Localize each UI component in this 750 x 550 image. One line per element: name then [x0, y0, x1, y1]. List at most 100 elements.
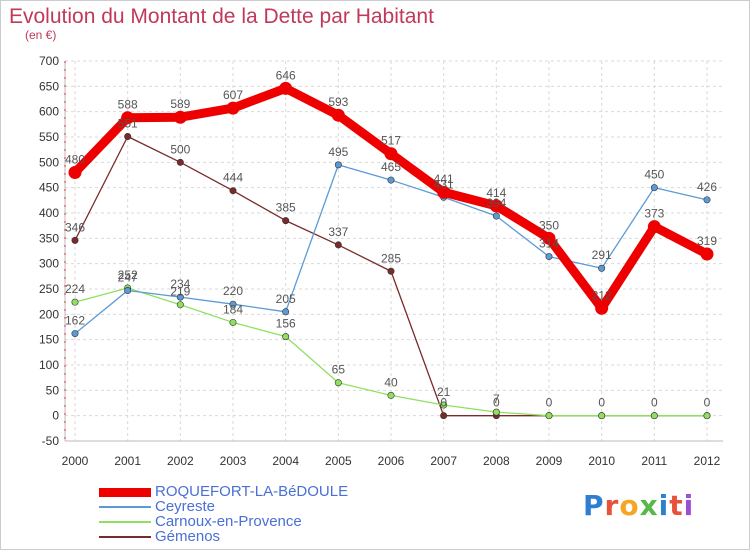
- legend-label: ROQUEFORT-LA-BéDOULE: [155, 483, 349, 500]
- data-point: [229, 300, 237, 308]
- legend-swatch: [99, 488, 151, 497]
- data-point: [334, 161, 342, 169]
- data-label: 431: [434, 177, 454, 191]
- data-label: 426: [697, 180, 717, 194]
- data-point: [68, 165, 82, 179]
- data-label: 607: [223, 88, 243, 102]
- x-tick-label: 2003: [220, 454, 247, 468]
- data-point: [647, 220, 661, 234]
- data-label: 450: [644, 168, 664, 182]
- data-point: [440, 401, 448, 409]
- data-point: [489, 199, 503, 213]
- data-label: 40: [384, 375, 398, 389]
- data-label: 291: [592, 248, 612, 262]
- legend-swatch: [99, 536, 151, 538]
- data-point: [71, 298, 79, 306]
- data-label: 441: [434, 172, 454, 186]
- data-point: [282, 333, 290, 341]
- data-point: [437, 185, 451, 199]
- data-label: 7: [493, 392, 500, 406]
- data-label: 480: [65, 152, 85, 166]
- y-tick-label: 500: [39, 155, 59, 169]
- data-label: 593: [328, 95, 348, 109]
- data-label: 212: [592, 288, 612, 302]
- data-label: 0: [493, 396, 500, 410]
- data-point: [598, 264, 606, 272]
- y-tick-label: 50: [46, 383, 60, 397]
- data-label: 21: [437, 385, 451, 399]
- data-point: [387, 267, 395, 275]
- data-point: [173, 110, 187, 124]
- data-label: 588: [118, 98, 138, 112]
- data-label: 314: [539, 237, 559, 251]
- data-label: 205: [276, 292, 296, 306]
- data-point: [282, 308, 290, 316]
- legend-label: Gémenos: [155, 528, 221, 545]
- logo-letter: P: [583, 489, 605, 522]
- x-tick-label: 2000: [62, 454, 89, 468]
- logo-letter: i: [683, 489, 695, 522]
- data-point: [703, 412, 711, 420]
- data-label: 319: [697, 234, 717, 248]
- x-tick-label: 2004: [272, 454, 299, 468]
- x-tick-label: 2011: [641, 454, 667, 468]
- data-point: [71, 236, 79, 244]
- y-tick-label: 200: [39, 307, 59, 321]
- data-point: [229, 187, 237, 195]
- y-tick-label: 550: [39, 130, 59, 144]
- data-label: 252: [118, 268, 138, 282]
- x-tick-label: 2010: [588, 454, 615, 468]
- data-label: 444: [223, 171, 243, 185]
- x-tick-label: 2001: [114, 454, 141, 468]
- data-point: [121, 111, 135, 125]
- y-tick-label: 700: [39, 54, 59, 68]
- data-point: [334, 241, 342, 249]
- data-label: 0: [704, 396, 711, 410]
- data-label: 414: [486, 186, 506, 200]
- y-tick-label: 350: [39, 231, 59, 245]
- logo-letter: r: [604, 489, 620, 522]
- data-label: 0: [546, 396, 553, 410]
- data-point: [71, 330, 79, 338]
- legend-swatch: [99, 521, 151, 523]
- y-tick-label: 450: [39, 181, 59, 195]
- data-label: 394: [486, 196, 506, 210]
- logo-letter: o: [619, 489, 640, 522]
- x-tick-label: 2006: [378, 454, 405, 468]
- data-point: [598, 412, 606, 420]
- data-point: [492, 408, 500, 416]
- data-point: [703, 196, 711, 204]
- data-label: 373: [644, 207, 664, 221]
- legend-label: Ceyreste: [155, 498, 216, 515]
- y-tick-label: 100: [39, 358, 59, 372]
- data-point: [387, 176, 395, 184]
- logo-letter: t: [669, 489, 684, 522]
- data-label: 65: [332, 363, 346, 377]
- y-tick-label: 600: [39, 105, 59, 119]
- data-point: [282, 217, 290, 225]
- data-point: [124, 287, 132, 295]
- y-tick-label: 150: [39, 333, 59, 347]
- data-label: 162: [65, 314, 85, 328]
- data-point: [384, 147, 398, 161]
- y-tick-label: 0: [52, 409, 59, 423]
- data-label: 385: [276, 201, 296, 215]
- data-label: 646: [276, 68, 296, 82]
- data-point: [226, 101, 240, 115]
- data-label: 0: [598, 396, 605, 410]
- logo-letter: x: [639, 489, 659, 522]
- data-label: 337: [328, 225, 348, 239]
- chart-subtitle: (en €): [25, 28, 57, 42]
- legend-swatch: [99, 506, 151, 508]
- proxiti-logo: Proxiti: [583, 489, 694, 522]
- logo-letter: i: [658, 489, 670, 522]
- data-point: [334, 379, 342, 387]
- x-tick-label: 2009: [536, 454, 563, 468]
- data-point: [492, 212, 500, 220]
- data-label: 285: [381, 251, 401, 265]
- data-label: 589: [170, 97, 190, 111]
- data-point: [387, 391, 395, 399]
- data-label: 346: [65, 220, 85, 234]
